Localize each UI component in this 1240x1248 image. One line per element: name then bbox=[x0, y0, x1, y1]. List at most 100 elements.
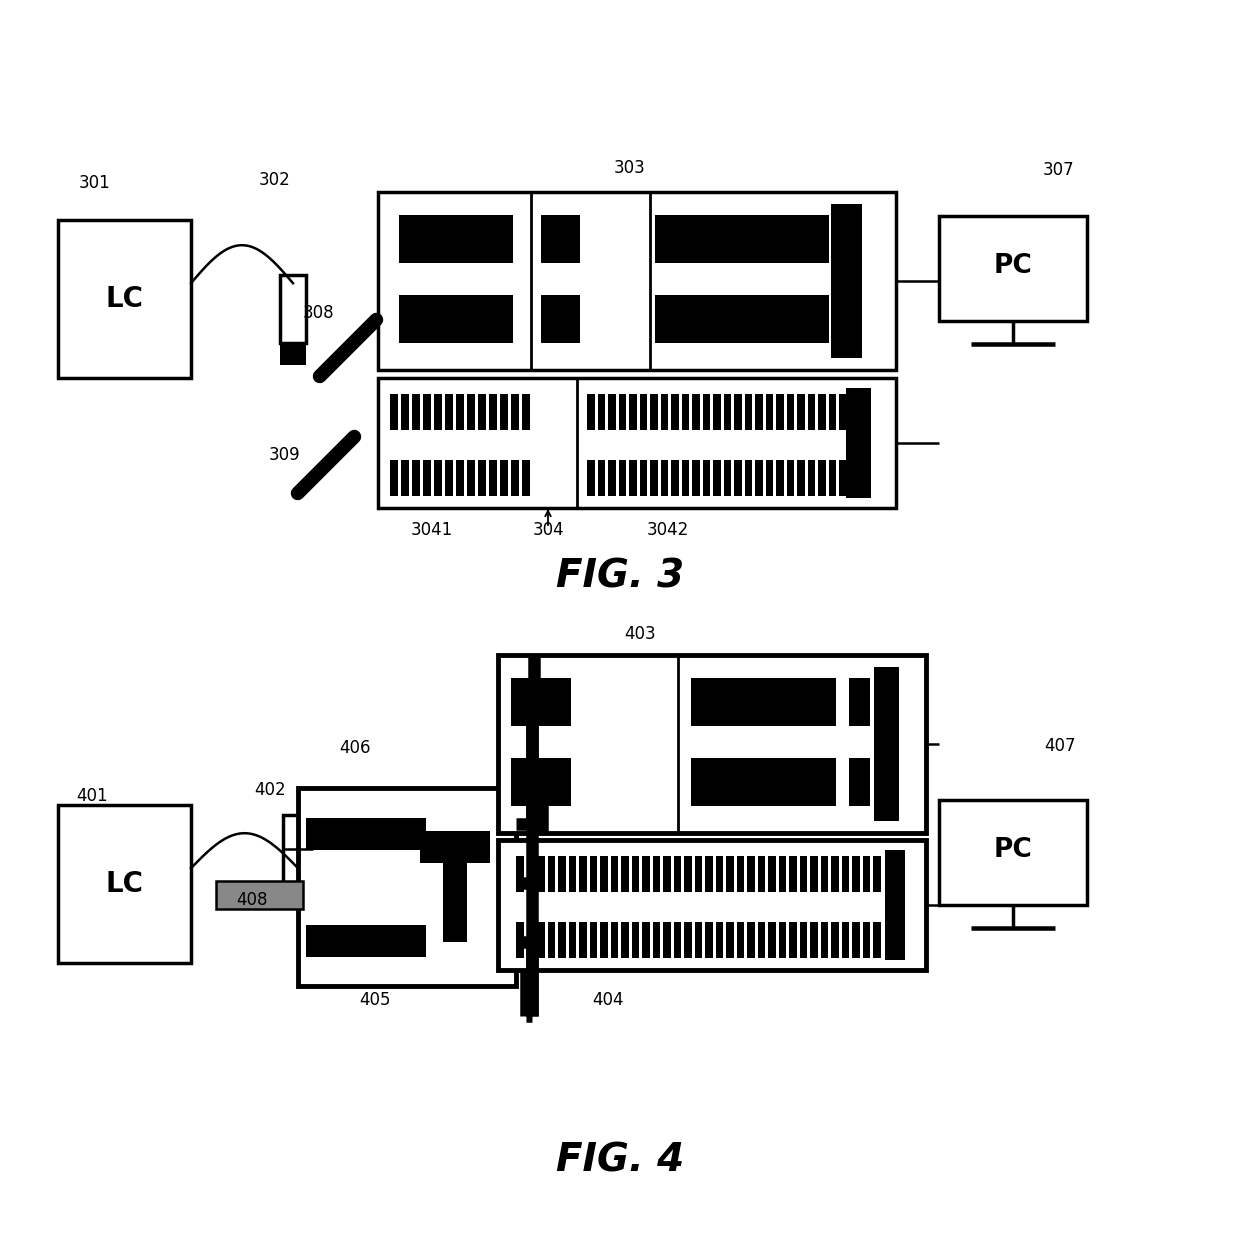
Bar bbox=[401, 393, 408, 431]
Bar bbox=[758, 922, 765, 958]
Bar bbox=[849, 461, 857, 497]
Bar bbox=[746, 856, 754, 892]
Bar bbox=[885, 850, 905, 960]
Bar bbox=[58, 220, 191, 378]
Bar bbox=[541, 215, 580, 263]
Bar bbox=[849, 759, 869, 806]
Bar bbox=[283, 815, 312, 884]
Bar bbox=[671, 461, 680, 497]
Bar bbox=[737, 922, 744, 958]
Text: 308: 308 bbox=[303, 305, 334, 322]
Bar bbox=[789, 856, 796, 892]
Bar bbox=[434, 393, 441, 431]
Bar bbox=[434, 461, 441, 497]
Text: FIG. 4: FIG. 4 bbox=[556, 1141, 684, 1179]
Bar bbox=[758, 856, 765, 892]
Bar bbox=[630, 393, 637, 431]
Bar bbox=[684, 856, 692, 892]
Bar bbox=[621, 856, 629, 892]
Bar bbox=[600, 856, 608, 892]
Bar bbox=[828, 393, 837, 431]
Bar bbox=[863, 922, 870, 958]
Bar bbox=[588, 393, 595, 431]
Bar bbox=[640, 461, 647, 497]
Bar bbox=[725, 856, 734, 892]
Bar bbox=[802, 215, 827, 263]
Bar bbox=[706, 922, 713, 958]
Bar bbox=[746, 922, 754, 958]
Bar bbox=[298, 787, 516, 986]
Bar bbox=[511, 461, 518, 497]
Bar bbox=[842, 922, 849, 958]
Text: FIG. 3: FIG. 3 bbox=[556, 557, 684, 595]
Bar bbox=[456, 393, 464, 431]
Bar bbox=[306, 925, 425, 957]
Bar bbox=[477, 461, 486, 497]
Bar bbox=[802, 296, 827, 343]
Bar bbox=[692, 461, 699, 497]
Text: PC: PC bbox=[993, 837, 1033, 864]
Bar bbox=[558, 922, 565, 958]
Bar bbox=[522, 461, 529, 497]
Bar bbox=[445, 461, 453, 497]
Bar bbox=[692, 393, 699, 431]
Bar bbox=[609, 461, 616, 497]
Bar bbox=[800, 922, 807, 958]
Bar bbox=[588, 461, 595, 497]
Bar bbox=[779, 922, 786, 958]
Bar bbox=[399, 215, 512, 263]
Bar bbox=[280, 275, 306, 343]
Text: 408: 408 bbox=[237, 891, 268, 909]
Text: 403: 403 bbox=[624, 625, 656, 643]
Bar bbox=[818, 461, 826, 497]
Text: 402: 402 bbox=[254, 781, 285, 799]
Bar bbox=[766, 393, 774, 431]
Bar bbox=[399, 296, 512, 343]
Bar bbox=[673, 922, 681, 958]
Bar bbox=[642, 922, 650, 958]
Bar bbox=[768, 856, 775, 892]
Text: 302: 302 bbox=[259, 171, 291, 188]
Bar bbox=[691, 759, 836, 806]
Bar bbox=[498, 655, 926, 832]
Text: 406: 406 bbox=[340, 739, 371, 758]
Bar bbox=[849, 393, 857, 431]
Bar bbox=[694, 856, 702, 892]
Bar bbox=[724, 393, 732, 431]
Bar bbox=[445, 393, 453, 431]
Bar bbox=[724, 461, 732, 497]
Bar bbox=[852, 856, 859, 892]
Text: 307: 307 bbox=[1042, 161, 1074, 178]
Bar bbox=[842, 856, 849, 892]
Bar bbox=[489, 461, 496, 497]
Bar bbox=[797, 461, 805, 497]
Bar bbox=[651, 461, 658, 497]
Bar bbox=[621, 922, 629, 958]
Bar bbox=[874, 668, 899, 820]
Bar bbox=[787, 393, 795, 431]
Bar bbox=[703, 393, 711, 431]
Bar bbox=[755, 393, 763, 431]
Bar bbox=[631, 856, 639, 892]
Bar bbox=[391, 393, 398, 431]
Bar bbox=[766, 461, 774, 497]
Bar bbox=[655, 215, 828, 263]
Bar bbox=[537, 922, 544, 958]
Text: 301: 301 bbox=[79, 173, 110, 192]
Bar bbox=[423, 393, 430, 431]
Bar bbox=[715, 856, 723, 892]
Bar bbox=[776, 393, 784, 431]
Bar bbox=[755, 461, 763, 497]
Text: 401: 401 bbox=[76, 787, 108, 805]
Bar bbox=[280, 343, 306, 364]
Bar bbox=[511, 393, 518, 431]
Bar bbox=[737, 856, 744, 892]
Bar bbox=[652, 922, 660, 958]
Bar bbox=[828, 461, 837, 497]
Bar bbox=[694, 922, 702, 958]
Bar bbox=[401, 461, 408, 497]
Bar bbox=[852, 922, 859, 958]
Bar bbox=[412, 393, 419, 431]
Bar bbox=[630, 461, 637, 497]
Bar bbox=[776, 461, 784, 497]
